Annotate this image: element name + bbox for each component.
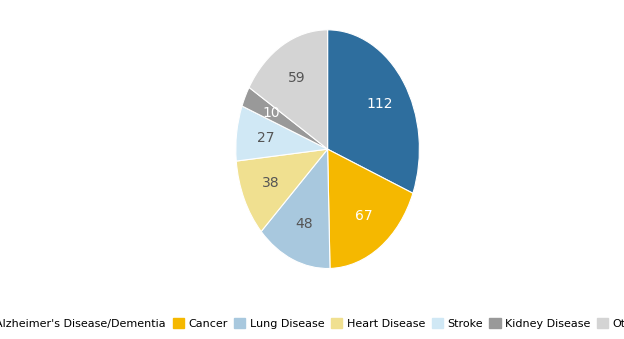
Wedge shape [242,87,328,149]
Text: 67: 67 [354,209,372,223]
Text: 10: 10 [263,106,280,120]
Text: 27: 27 [257,131,275,145]
Wedge shape [249,30,328,149]
Text: 38: 38 [262,176,280,190]
Wedge shape [328,30,419,193]
Text: 112: 112 [366,97,392,111]
Text: 48: 48 [295,217,313,231]
Wedge shape [236,149,328,232]
Wedge shape [261,149,330,268]
Text: 59: 59 [288,72,306,85]
Wedge shape [236,106,328,161]
Legend: Alzheimer's Disease/Dementia, Cancer, Lung Disease, Heart Disease, Stroke, Kidne: Alzheimer's Disease/Dementia, Cancer, Lu… [0,314,624,334]
Wedge shape [328,149,413,268]
